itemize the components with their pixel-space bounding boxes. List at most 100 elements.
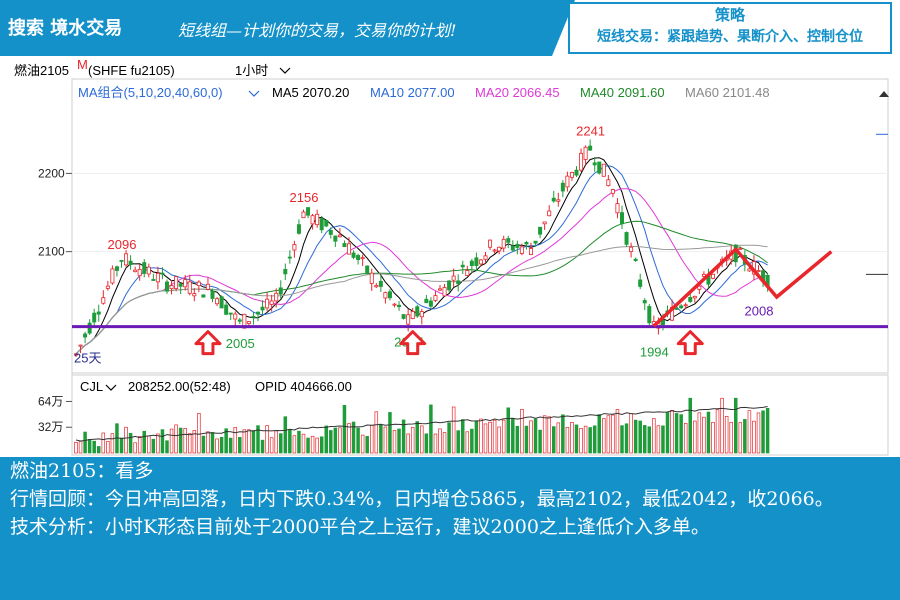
brand-logo: 搜索 境水交易 bbox=[8, 18, 123, 39]
volume-indicator-selector[interactable]: CJL bbox=[80, 379, 103, 394]
candle-body bbox=[124, 253, 129, 266]
ma-group-selector[interactable]: MA组合(5,10,20,40,60,0) bbox=[78, 85, 223, 100]
volume-bar bbox=[592, 425, 597, 454]
price-label: 2241 bbox=[576, 123, 605, 138]
candle-body bbox=[196, 281, 201, 287]
candle-body bbox=[615, 203, 620, 214]
volume-bar bbox=[697, 412, 702, 454]
ma-group-chevron-down-icon[interactable] bbox=[248, 90, 260, 97]
candle-body bbox=[246, 321, 251, 324]
candle-body bbox=[638, 279, 643, 287]
volume-bar bbox=[547, 416, 551, 454]
forecast-path bbox=[652, 246, 833, 328]
volume-bar bbox=[542, 415, 547, 454]
candle-body bbox=[660, 319, 665, 326]
volume-bar bbox=[588, 427, 592, 454]
candle-body bbox=[155, 272, 160, 283]
volume-bar bbox=[147, 435, 151, 454]
volume-bar bbox=[633, 419, 638, 454]
volume-bar bbox=[306, 437, 310, 454]
candle-body bbox=[369, 272, 374, 284]
ma10-legend: MA10 2077.00 bbox=[370, 85, 455, 100]
volume-bar bbox=[192, 430, 197, 454]
volume-bar bbox=[447, 422, 451, 454]
period-selector[interactable]: 1小时 bbox=[235, 63, 268, 78]
volume-bar bbox=[83, 431, 87, 454]
ma60-legend: MA60 2101.48 bbox=[685, 85, 770, 100]
candle-body bbox=[606, 179, 611, 187]
candle-body bbox=[406, 314, 411, 325]
candle-body bbox=[469, 260, 474, 267]
price-label: 1994 bbox=[640, 345, 669, 360]
volume-chevron-down-icon[interactable] bbox=[105, 384, 117, 391]
y-axis: 2100 2200 bbox=[38, 166, 888, 259]
candle-body bbox=[164, 281, 169, 292]
volume-bar bbox=[497, 426, 501, 454]
volume-bar bbox=[324, 425, 329, 454]
candle-body bbox=[205, 283, 210, 290]
candle-body bbox=[642, 300, 647, 304]
volume-bar bbox=[183, 428, 187, 454]
ma5-legend: MA5 2070.20 bbox=[272, 85, 349, 100]
corner-label: 25天 bbox=[74, 351, 101, 366]
volume-bar bbox=[538, 429, 542, 454]
volume-bars: 64万 32万 bbox=[38, 394, 770, 454]
volume-bar bbox=[406, 433, 410, 454]
candle-body bbox=[301, 211, 306, 219]
ma20-legend: MA20 2066.45 bbox=[475, 85, 560, 100]
candle-body bbox=[515, 243, 520, 248]
volume-bar bbox=[551, 426, 556, 454]
volume-bar bbox=[561, 414, 565, 454]
candle-body bbox=[510, 245, 515, 251]
volume-bar bbox=[269, 437, 274, 454]
volume-bar bbox=[720, 397, 724, 454]
volume-bar bbox=[579, 428, 583, 454]
symbol-superscript: M bbox=[77, 57, 88, 72]
candle-body bbox=[351, 252, 356, 258]
volume-bar bbox=[247, 429, 251, 454]
volume-bar bbox=[574, 424, 579, 454]
candle-body bbox=[287, 256, 292, 259]
volume-bar bbox=[661, 425, 665, 454]
candle-body bbox=[265, 298, 270, 309]
price-label: 2005 bbox=[226, 336, 255, 351]
strategy-box: 策略 短线交易：紧跟趋势、果断介入、控制仓位 bbox=[568, 2, 892, 54]
candle-body bbox=[497, 246, 502, 252]
volume-bar bbox=[92, 440, 96, 454]
candle-body bbox=[529, 248, 534, 255]
volume-bar bbox=[565, 426, 570, 454]
scroll-up-icon[interactable] bbox=[879, 91, 889, 97]
volume-bar bbox=[506, 407, 511, 454]
volume-bar bbox=[410, 426, 415, 454]
volume-bar bbox=[156, 433, 160, 454]
candle-body bbox=[401, 314, 406, 319]
candle-body bbox=[101, 297, 106, 304]
volume-bar bbox=[606, 415, 611, 454]
candle-body bbox=[187, 281, 192, 294]
volume-bar bbox=[142, 430, 147, 454]
volume-bar bbox=[693, 420, 697, 454]
candle-body bbox=[542, 221, 547, 225]
candle-body bbox=[360, 257, 365, 260]
period-chevron-down-icon[interactable] bbox=[279, 67, 291, 74]
volume-bar bbox=[210, 432, 215, 454]
volume-bar bbox=[420, 425, 424, 454]
volume-bar bbox=[74, 442, 78, 454]
candle-body bbox=[433, 295, 438, 301]
volume-bar bbox=[733, 397, 738, 454]
candle-body bbox=[465, 270, 470, 276]
volume-bar bbox=[729, 421, 733, 454]
volume-bar bbox=[715, 409, 720, 454]
candle-body bbox=[278, 287, 283, 295]
candle-body bbox=[92, 312, 97, 323]
volume-bar bbox=[360, 434, 365, 454]
candle-body bbox=[451, 275, 456, 281]
volume-bar bbox=[219, 436, 224, 454]
volume-bar bbox=[279, 433, 283, 454]
candle-body bbox=[524, 242, 529, 245]
volume-bar bbox=[488, 421, 492, 454]
candle-body bbox=[174, 276, 179, 289]
candle-body bbox=[629, 246, 634, 252]
volume-bar bbox=[174, 424, 178, 454]
strategy-title: 策略 bbox=[714, 6, 745, 24]
